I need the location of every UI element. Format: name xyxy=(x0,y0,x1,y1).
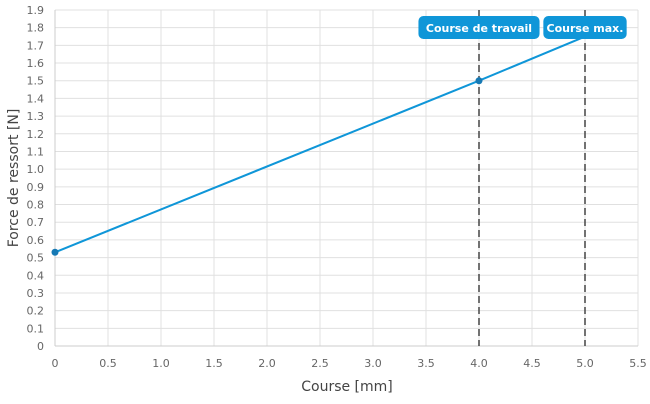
y-tick-label: 0.9 xyxy=(27,181,45,194)
annotation-label: Course de travail xyxy=(426,22,532,35)
y-tick-label: 1.7 xyxy=(27,39,45,52)
y-tick-label: 0.8 xyxy=(27,199,45,212)
y-tick-label: 0.2 xyxy=(27,305,45,318)
x-tick-label: 0.5 xyxy=(99,357,117,370)
x-tick-label: 2.5 xyxy=(311,357,329,370)
x-axis-ticks: 0 0.5 1.0 1.5 2.0 2.5 3.0 3.5 4.0 4.5 5.0 5.5 xyxy=(52,357,647,370)
data-point xyxy=(51,248,59,256)
x-tick-label: 0 xyxy=(52,357,59,370)
x-tick-label: 5.0 xyxy=(576,357,594,370)
y-tick-label: 1.9 xyxy=(27,4,45,17)
x-tick-label: 4.5 xyxy=(523,357,541,370)
y-tick-label: 0.1 xyxy=(27,322,45,335)
x-tick-label: 2.0 xyxy=(258,357,276,370)
annotations: Course de travail Course max. xyxy=(418,10,627,346)
y-tick-label: 0.5 xyxy=(27,252,45,265)
x-tick-label: 1.5 xyxy=(205,357,223,370)
y-tick-label: 0.3 xyxy=(27,287,45,300)
y-tick-label: 0.7 xyxy=(27,216,45,229)
y-tick-label: 0 xyxy=(37,340,44,353)
x-tick-label: 5.5 xyxy=(629,357,647,370)
y-tick-label: 1.8 xyxy=(27,22,45,35)
y-tick-label: 1.2 xyxy=(27,128,45,141)
x-axis-label: Course [mm] xyxy=(301,379,393,395)
y-tick-label: 1.5 xyxy=(27,75,45,88)
y-tick-label: 0.4 xyxy=(27,269,45,282)
data-point xyxy=(475,77,483,85)
series xyxy=(51,35,586,256)
x-tick-label: 4.0 xyxy=(470,357,488,370)
y-tick-label: 1.4 xyxy=(27,92,45,105)
y-tick-label: 1.0 xyxy=(27,163,45,176)
annotation-label-box xyxy=(418,16,540,39)
y-tick-label: 1.6 xyxy=(27,57,45,70)
y-axis-ticks: 0 0.1 0.2 0.3 0.4 0.5 0.6 0.7 0.8 0.9 1.0 1.1 1.2 1.3… xyxy=(27,4,45,353)
x-tick-label: 1.0 xyxy=(152,357,170,370)
annotation-label-box xyxy=(543,16,627,39)
y-tick-label: 1.3 xyxy=(27,110,45,123)
x-tick-label: 3.5 xyxy=(417,357,435,370)
y-axis-label: Force de ressort [N] xyxy=(6,109,22,248)
x-tick-label: 3.0 xyxy=(364,357,382,370)
y-tick-label: 1.1 xyxy=(27,145,45,158)
y-tick-label: 0.6 xyxy=(27,234,45,247)
grid xyxy=(54,9,639,347)
annotation-label: Course max. xyxy=(547,22,624,35)
